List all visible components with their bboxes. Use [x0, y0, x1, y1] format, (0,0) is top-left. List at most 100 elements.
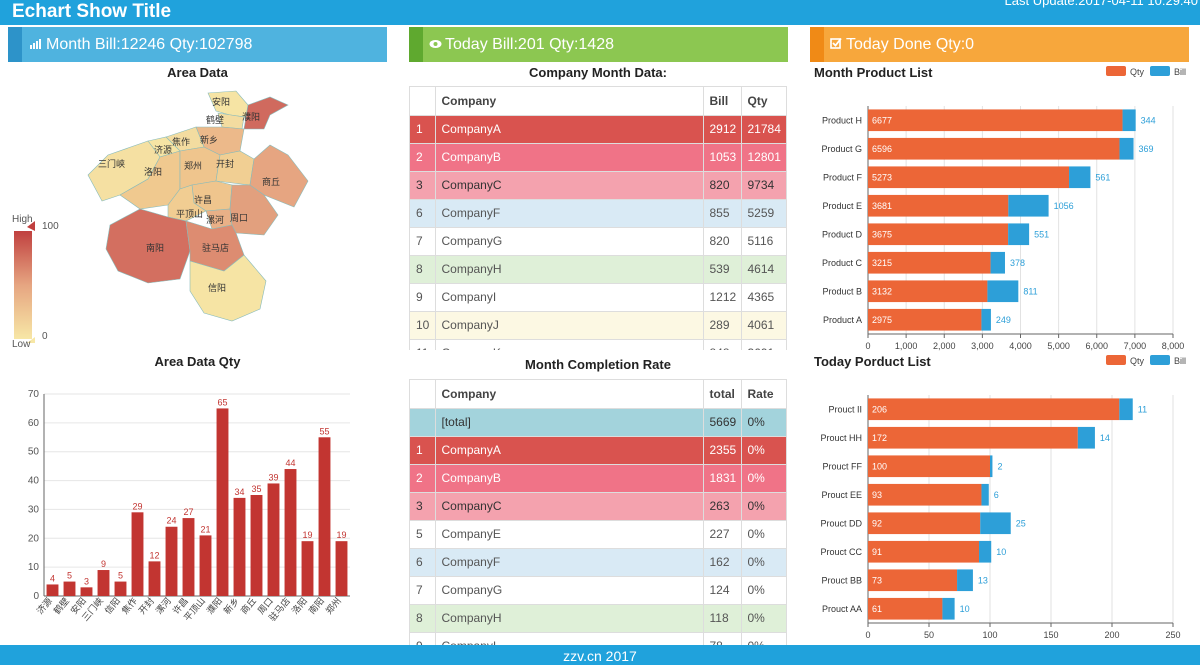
table-row[interactable]: 6 CompanyF 162 0% [410, 548, 786, 577]
table-cell-name: CompanyK [434, 339, 703, 350]
table-row[interactable]: 6 CompanyF 855 5259 [410, 199, 786, 228]
completion-table[interactable]: Company total Rate [total] 5669 0% 1 Company… [409, 379, 787, 645]
bar[interactable] [284, 469, 297, 596]
legend-label[interactable]: Bill [1174, 356, 1186, 366]
bar[interactable] [46, 584, 59, 596]
bar-qty[interactable] [868, 540, 980, 563]
bar-bill[interactable] [1069, 166, 1091, 189]
table-row[interactable]: 5 CompanyE 227 0% [410, 520, 786, 549]
legend-label[interactable]: Qty [1130, 67, 1145, 77]
bar[interactable] [267, 483, 280, 596]
table-cell-qty: 12801 [740, 143, 786, 172]
bar-value-label: 3215 [872, 258, 892, 268]
bar-qty[interactable] [868, 251, 991, 274]
table-row[interactable]: 1 CompanyA 2355 0% [410, 436, 786, 465]
bar[interactable] [250, 495, 263, 596]
bar-qty[interactable] [868, 280, 988, 303]
bar[interactable] [165, 526, 178, 596]
col-company[interactable]: Company [434, 380, 703, 409]
bar[interactable] [301, 541, 314, 596]
bar-bill[interactable] [957, 569, 973, 592]
col-bill[interactable]: Bill [702, 87, 741, 116]
bar[interactable] [199, 535, 212, 596]
bar[interactable] [131, 512, 144, 596]
table-cell-idx: 2 [410, 464, 435, 493]
legend-label[interactable]: Bill [1174, 67, 1186, 77]
bar-qty[interactable] [868, 398, 1120, 421]
legend-swatch-qty[interactable] [1106, 355, 1126, 365]
bar-qty[interactable] [868, 597, 943, 620]
table-row[interactable]: 9CompanyI780% [410, 632, 786, 645]
bar[interactable] [182, 518, 195, 596]
bar-qty[interactable] [868, 308, 982, 331]
col-company[interactable]: Company [434, 87, 703, 116]
bar-qty[interactable] [868, 137, 1120, 160]
table-row[interactable]: 9 CompanyI 1212 4365 [410, 283, 786, 312]
legend-label[interactable]: Qty [1130, 356, 1145, 366]
bar-bill[interactable] [1008, 223, 1030, 246]
bar-qty[interactable] [868, 483, 982, 506]
bar-bill[interactable] [990, 251, 1005, 274]
bar-qty[interactable] [868, 426, 1078, 449]
bar[interactable] [233, 497, 246, 596]
bar-bill[interactable] [981, 483, 989, 506]
bar[interactable] [216, 408, 229, 596]
bar-bill[interactable] [980, 512, 1011, 535]
table-cell-name: CompanyB [434, 143, 703, 172]
bar-qty[interactable] [868, 569, 958, 592]
bar-value-label: 3681 [872, 201, 892, 211]
bar-bill[interactable] [981, 308, 991, 331]
bar[interactable] [318, 437, 331, 596]
legend-swatch-bill[interactable] [1150, 66, 1170, 76]
table-row[interactable]: 10 CompanyJ 289 4061 [410, 311, 786, 340]
bar-bill[interactable] [942, 597, 955, 620]
visual-map-handle-top[interactable] [27, 221, 35, 231]
bar[interactable] [114, 581, 127, 596]
table-row[interactable]: 3 CompanyC 263 0% [410, 492, 786, 521]
col-total[interactable]: total [702, 380, 741, 409]
company-month-table[interactable]: Company Bill Qty 1 CompanyA 2912 21784 2 Comp… [409, 86, 787, 350]
bar-bill[interactable] [987, 280, 1019, 303]
bar-qty[interactable] [868, 109, 1123, 132]
visual-map-scale[interactable] [14, 231, 32, 339]
bar-bill[interactable] [1119, 398, 1133, 421]
table-cell-idx: 9 [410, 283, 435, 312]
bar-value-label: 19 [302, 530, 312, 540]
col-rate[interactable]: Rate [740, 380, 786, 409]
bar-qty[interactable] [868, 166, 1070, 189]
visual-map-handle-bottom[interactable] [27, 337, 35, 343]
table-row[interactable]: 8 CompanyH 539 4614 [410, 255, 786, 284]
bar[interactable] [63, 581, 76, 596]
completion-title: Month Completion Rate [525, 357, 671, 372]
table-row[interactable]: 7 CompanyG 820 5116 [410, 227, 786, 256]
x-tick-label: 鹤壁 [51, 595, 71, 616]
legend-swatch-qty[interactable] [1106, 66, 1126, 76]
col-qty[interactable]: Qty [740, 87, 786, 116]
bar-bill[interactable] [1077, 426, 1095, 449]
table-row[interactable]: 2 CompanyB 1831 0% [410, 464, 786, 493]
table-row[interactable]: 8 CompanyH 118 0% [410, 604, 786, 633]
bar-bill[interactable] [1122, 109, 1136, 132]
table-row[interactable]: 2 CompanyB 1053 12801 [410, 143, 786, 172]
bar-qty[interactable] [868, 455, 990, 478]
x-tick-label: 1,000 [895, 341, 918, 351]
today-summary-label: Today Bill:201 Qty:1428 [445, 36, 614, 53]
bar-bill[interactable] [979, 540, 992, 563]
bar[interactable] [335, 541, 348, 596]
bar-value-label: 551 [1034, 229, 1049, 239]
bar[interactable] [97, 570, 110, 596]
table-row[interactable]: 11CompanyK8483691 [410, 339, 786, 350]
table-row[interactable]: 3 CompanyC 820 9734 [410, 171, 786, 200]
bar-qty[interactable] [868, 512, 981, 535]
bar-qty[interactable] [868, 194, 1009, 217]
table-row[interactable]: 7 CompanyG 124 0% [410, 576, 786, 605]
bar-bill[interactable] [1008, 194, 1049, 217]
legend-swatch-bill[interactable] [1150, 355, 1170, 365]
bar-qty[interactable] [868, 223, 1009, 246]
bar[interactable] [148, 561, 161, 596]
table-row[interactable]: [total] 5669 0% [410, 408, 786, 437]
bar-bill[interactable] [990, 455, 993, 478]
bar[interactable] [80, 587, 93, 596]
table-row[interactable]: 1 CompanyA 2912 21784 [410, 115, 786, 144]
bar-bill[interactable] [1119, 137, 1134, 160]
